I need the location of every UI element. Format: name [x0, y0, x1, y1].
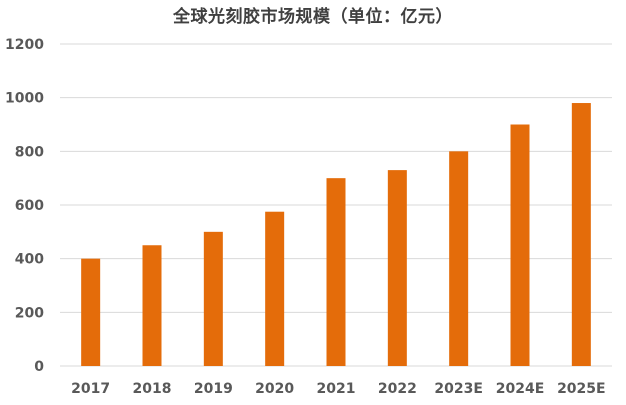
y-tick-label: 1000 [5, 91, 44, 107]
bar [203, 231, 223, 366]
x-tick-label: 2023E [434, 381, 483, 397]
x-tick-label: 2024E [496, 381, 545, 397]
bar [326, 178, 346, 366]
x-tick-label: 2022 [378, 381, 417, 397]
x-tick-label: 2021 [317, 381, 356, 397]
y-tick-label: 600 [15, 198, 44, 214]
bar [571, 103, 591, 367]
chart-title: 全球光刻胶市场规模（单位：亿元） [173, 7, 453, 27]
y-tick-label: 1200 [5, 37, 44, 53]
y-tick-label: 200 [15, 305, 44, 321]
x-tick-label: 2020 [255, 381, 294, 397]
y-tick-label: 400 [15, 252, 44, 268]
bar [81, 258, 101, 366]
bar [142, 245, 162, 366]
y-tick-label: 0 [34, 359, 44, 375]
bar [449, 151, 469, 366]
x-tick-label: 2019 [194, 381, 233, 397]
x-tick-label: 2025E [557, 381, 606, 397]
x-tick-label: 2017 [71, 381, 110, 397]
y-tick-label: 800 [15, 144, 44, 160]
bar [265, 211, 285, 366]
bar [387, 170, 407, 366]
bar [510, 124, 530, 366]
x-tick-label: 2018 [133, 381, 172, 397]
